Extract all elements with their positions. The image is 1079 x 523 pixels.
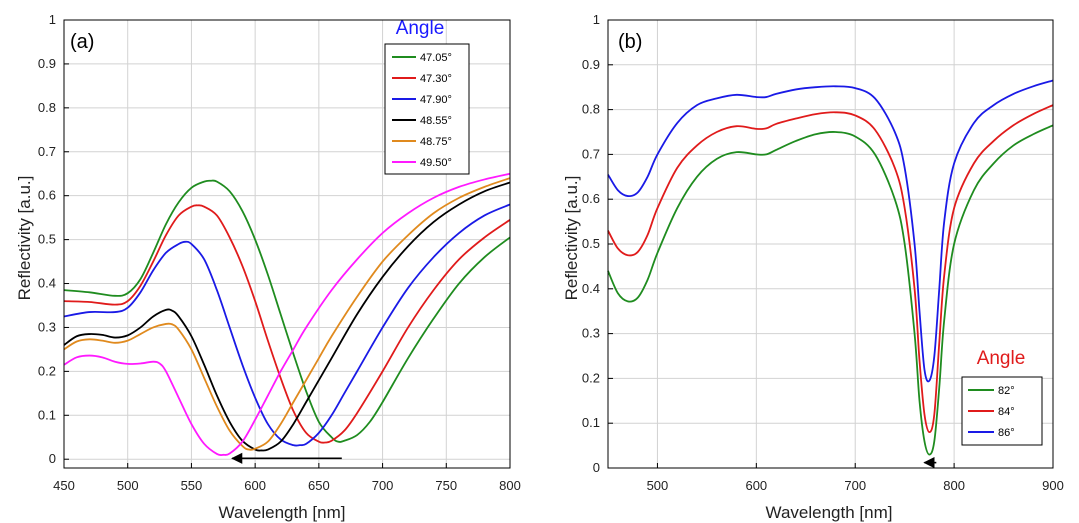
y-tick-label: 0.1 [582, 415, 600, 430]
panel-b-legend: Angle 82° 84° 86° [961, 348, 1043, 446]
y-tick-label: 0.5 [582, 236, 600, 251]
y-tick-label: 0.6 [38, 188, 56, 203]
panel-a-y-axis-label: Reflectivity [a.u.] [15, 176, 34, 301]
y-tick-label: 0.3 [582, 326, 600, 341]
panel-a-legend: Angle 47.05° 47.30° 47.90° 48.55° 48.75° 49.5… [384, 18, 470, 175]
x-tick-label: 700 [844, 478, 866, 493]
y-tick-label: 0.7 [38, 144, 56, 159]
y-tick-label: 0.6 [582, 191, 600, 206]
y-tick-label: 0.4 [38, 276, 56, 291]
y-tick-label: 0.8 [582, 102, 600, 117]
panel-b-y-axis-label: Reflectivity [a.u.] [562, 176, 581, 301]
legend-entry: 47.30° [420, 73, 452, 85]
series-line-a-1 [63, 204, 511, 444]
y-tick-label: 0.7 [582, 146, 600, 161]
x-tick-label: 800 [943, 478, 965, 493]
legend-entry: 48.75° [420, 136, 452, 148]
panel-a-grid [63, 19, 511, 468]
x-tick-label: 500 [647, 478, 669, 493]
x-tick-label: 500 [117, 478, 139, 493]
y-tick-label: 0.2 [38, 363, 56, 378]
legend-entry: 49.50° [420, 157, 452, 169]
legend-entry: 47.05° [420, 52, 452, 64]
panel-a-legend-box [384, 43, 470, 175]
series-line-a-3 [63, 181, 511, 452]
panel-b-series [607, 79, 1054, 456]
y-tick-label: 0.8 [38, 100, 56, 115]
panel-a-y-ticks: 0 0.1 0.2 0.3 0.4 0.5 0.6 0.7 0.8 0.9 1 [38, 12, 69, 466]
x-tick-label: 900 [1042, 478, 1064, 493]
y-tick-label: 0.9 [582, 57, 600, 72]
panel-b-x-axis-label: Wavelength [nm] [766, 503, 893, 522]
series-line-b-2 [607, 79, 1054, 383]
legend-entry: 47.90° [420, 94, 452, 106]
x-tick-label: 800 [499, 478, 521, 493]
y-tick-label: 0 [593, 460, 600, 475]
y-tick-label: 1 [593, 12, 600, 27]
y-tick-label: 0 [49, 451, 56, 466]
legend-entry: 84° [998, 406, 1015, 418]
x-tick-label: 600 [244, 478, 266, 493]
panel-a-series [63, 172, 511, 456]
panel-a-label: (a) [70, 31, 94, 53]
panel-a-x-axis-label: Wavelength [nm] [219, 503, 346, 522]
panel-a-frame [63, 19, 511, 469]
panel-a: 450 500 550 600 650 700 750 800 0 0.1 0.2 0.3 0.4 0.… [15, 12, 521, 522]
y-tick-label: 0.1 [38, 407, 56, 422]
x-tick-label: 550 [181, 478, 203, 493]
panel-b-y-ticks: 0 0.1 0.2 0.3 0.4 0.5 0.6 0.7 0.8 0.9 1 [582, 12, 613, 475]
series-line-a-5 [63, 172, 511, 456]
y-tick-label: 0.2 [582, 370, 600, 385]
y-tick-label: 1 [49, 12, 56, 27]
series-line-b-0 [607, 124, 1054, 456]
y-tick-label: 0.5 [38, 232, 56, 247]
y-tick-label: 0.4 [582, 281, 600, 296]
y-tick-label: 0.3 [38, 319, 56, 334]
legend-entry: 86° [998, 427, 1015, 439]
legend-entry: 48.55° [420, 115, 452, 127]
x-tick-label: 750 [435, 478, 457, 493]
series-line-a-4 [63, 177, 511, 451]
x-tick-label: 650 [308, 478, 330, 493]
series-line-b-1 [607, 104, 1054, 434]
panel-a-legend-title: Angle [396, 18, 445, 39]
y-tick-label: 0.9 [38, 56, 56, 71]
series-line-a-0 [63, 179, 511, 443]
panel-b-x-ticks: 500 600 700 800 900 [647, 463, 1064, 493]
panel-b-legend-title: Angle [977, 348, 1026, 369]
legend-entry: 82° [998, 385, 1015, 397]
panel-b: 500 600 700 800 900 0 0.1 0.2 0.3 0.4 0.5 0.6 0.7 0.… [562, 12, 1064, 522]
x-tick-label: 450 [53, 478, 75, 493]
series-line-a-2 [63, 203, 511, 447]
panel-b-label: (b) [618, 31, 642, 53]
x-tick-label: 700 [372, 478, 394, 493]
panel-a-x-ticks: 450 500 550 600 650 700 750 800 [53, 463, 521, 493]
x-tick-label: 600 [745, 478, 767, 493]
